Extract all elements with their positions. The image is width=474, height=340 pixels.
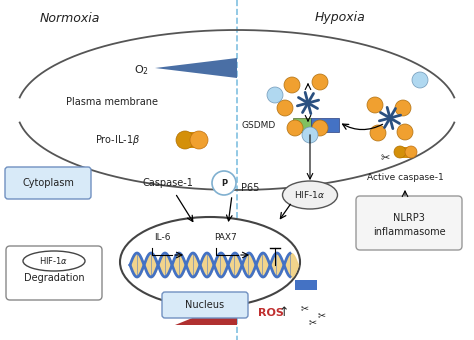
Circle shape (267, 87, 283, 103)
Text: Plasma membrane: Plasma membrane (66, 97, 158, 107)
Circle shape (212, 171, 236, 195)
Circle shape (397, 124, 413, 140)
Text: Pro-IL-1$\beta$: Pro-IL-1$\beta$ (95, 133, 140, 147)
Circle shape (176, 131, 194, 149)
Ellipse shape (120, 217, 300, 307)
Text: ✂: ✂ (301, 303, 309, 313)
Ellipse shape (23, 251, 85, 271)
Text: Cytoplasm: Cytoplasm (22, 178, 74, 188)
Text: P: P (221, 178, 227, 187)
FancyBboxPatch shape (162, 292, 248, 318)
Circle shape (302, 127, 318, 143)
FancyBboxPatch shape (6, 246, 102, 300)
Circle shape (395, 100, 411, 116)
Bar (400, 147, 411, 158)
Bar (293, 118, 311, 132)
Text: GSDMD: GSDMD (242, 121, 276, 131)
FancyBboxPatch shape (356, 196, 462, 250)
Text: NLRP3: NLRP3 (393, 213, 425, 223)
Text: Caspase-1: Caspase-1 (143, 178, 193, 188)
Text: IL-6: IL-6 (154, 234, 170, 242)
Text: ✂: ✂ (309, 317, 317, 327)
Circle shape (370, 125, 386, 141)
Circle shape (412, 72, 428, 88)
Circle shape (405, 146, 417, 158)
Text: Degradation: Degradation (24, 273, 84, 283)
Text: Active caspase-1: Active caspase-1 (366, 173, 443, 183)
Circle shape (287, 120, 303, 136)
Circle shape (277, 100, 293, 116)
Text: PAX7: PAX7 (215, 234, 237, 242)
Circle shape (394, 146, 406, 158)
Text: inflammasome: inflammasome (373, 227, 445, 237)
Text: ROS: ROS (258, 308, 284, 318)
Bar (295, 280, 317, 290)
Text: P65: P65 (241, 183, 259, 193)
Bar (185, 132, 199, 148)
Circle shape (284, 77, 300, 93)
Polygon shape (155, 58, 237, 78)
Circle shape (312, 74, 328, 90)
Text: Normoxia: Normoxia (40, 12, 100, 24)
Text: HIF-1$\alpha$: HIF-1$\alpha$ (294, 189, 326, 201)
Ellipse shape (283, 181, 337, 209)
Circle shape (190, 131, 208, 149)
Bar (311, 118, 339, 132)
Polygon shape (175, 300, 237, 325)
Text: Hypoxia: Hypoxia (315, 12, 365, 24)
Circle shape (312, 120, 328, 136)
Text: ✂: ✂ (318, 310, 326, 320)
Text: HIF-1$\alpha$: HIF-1$\alpha$ (39, 255, 69, 267)
Circle shape (367, 97, 383, 113)
Text: ↑: ↑ (278, 306, 289, 320)
FancyBboxPatch shape (5, 167, 91, 199)
Text: O$_2$: O$_2$ (135, 63, 149, 77)
Text: ✂: ✂ (380, 153, 390, 163)
Text: Nucleus: Nucleus (185, 300, 225, 310)
